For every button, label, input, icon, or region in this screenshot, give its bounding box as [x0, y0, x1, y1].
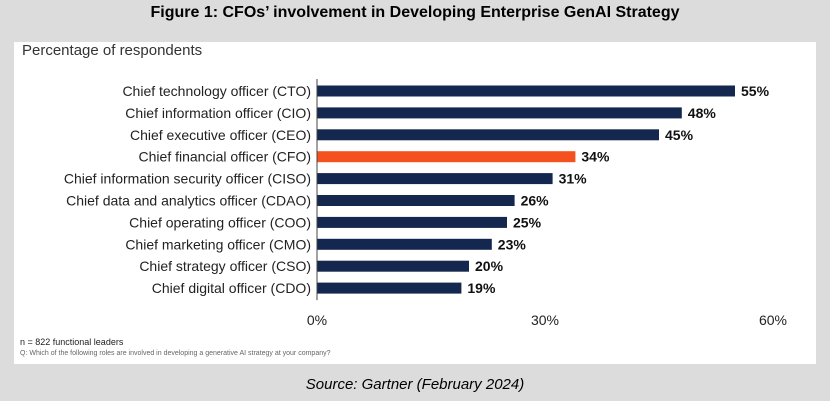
chart-subtitle: Percentage of respondents	[22, 42, 203, 59]
bar-chart: Chief technology officer (CTO) 55% Chief i…	[64, 79, 787, 328]
sample-size-note: n = 822 functional leaders	[20, 337, 124, 347]
x-tick-label: 30%	[531, 312, 559, 328]
category-label: Chief technology officer (CTO)	[122, 83, 311, 99]
value-label: 48%	[688, 105, 717, 121]
category-label: Chief data and analytics officer (CDAO)	[66, 193, 311, 209]
value-label: 55%	[741, 83, 770, 99]
category-label: Chief digital officer (CDO)	[152, 280, 311, 296]
figure-title: Figure 1: CFOs’ involvement in Developin…	[150, 4, 680, 21]
bar-highlight	[317, 151, 576, 163]
category-label: Chief financial officer (CFO)	[139, 149, 311, 165]
x-tick-label: 60%	[759, 312, 787, 328]
category-label: Chief executive officer (CEO)	[130, 127, 311, 143]
survey-question-note: Q: Which of the following roles are invo…	[20, 350, 331, 357]
value-label: 26%	[521, 193, 550, 209]
value-label: 34%	[581, 149, 610, 165]
bar	[317, 85, 735, 97]
bar	[317, 238, 492, 250]
x-tick-label: 0%	[307, 312, 327, 328]
chart-panel: Percentage of respondents Chief technolo…	[14, 42, 816, 364]
category-label: Chief information officer (CIO)	[125, 105, 311, 121]
source-caption: Source: Gartner (February 2024)	[305, 376, 525, 393]
value-label: 31%	[559, 171, 588, 187]
value-label: 20%	[475, 258, 504, 274]
category-label: Chief information security officer (CISO…	[64, 171, 311, 187]
value-label: 25%	[513, 214, 542, 230]
bar	[317, 282, 462, 294]
bar	[317, 195, 515, 206]
bar	[317, 129, 659, 141]
value-label: 19%	[467, 280, 496, 296]
category-label: Chief strategy officer (CSO)	[139, 258, 311, 274]
value-label: 45%	[665, 127, 694, 143]
bar	[317, 107, 682, 119]
category-label: Chief operating officer (COO)	[129, 214, 311, 230]
value-label: 23%	[498, 236, 527, 252]
bar	[317, 173, 553, 185]
bar	[317, 260, 469, 272]
bar	[317, 216, 507, 228]
category-label: Chief marketing officer (CMO)	[125, 236, 311, 252]
